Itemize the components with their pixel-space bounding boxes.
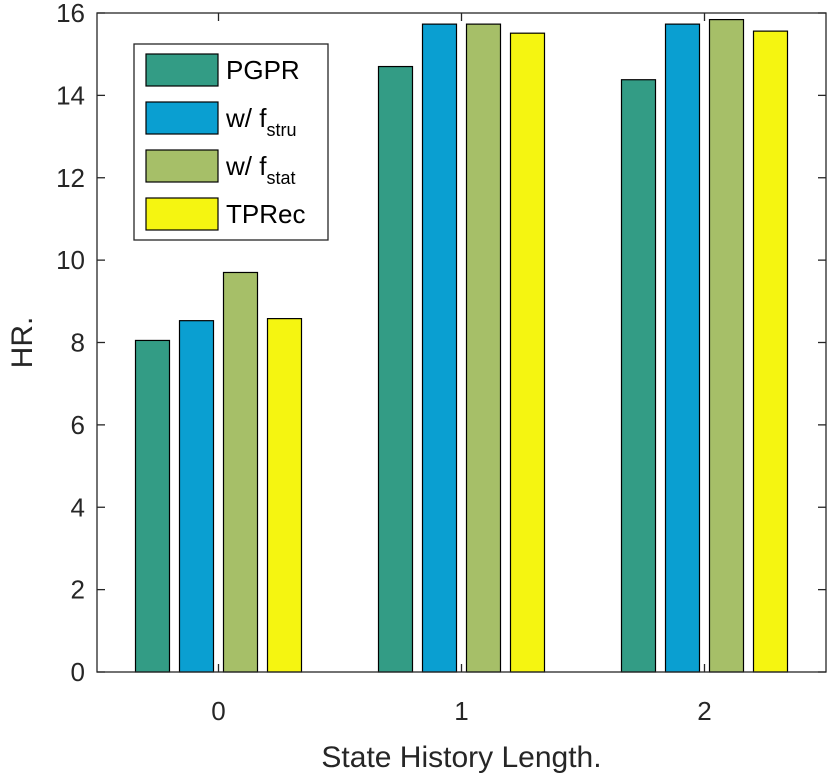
y-tick-label: 12 (56, 163, 85, 193)
bar-pgpr-cat-1 (377, 65, 414, 673)
y-tick-label: 16 (56, 0, 85, 28)
y-tick-label: 2 (71, 575, 85, 605)
legend-label-subscript: stru (266, 120, 296, 140)
bar-tprec-cat-1 (509, 32, 546, 673)
legend-swatch (145, 197, 219, 231)
y-tick-label: 6 (71, 410, 85, 440)
y-tick-label: 14 (56, 80, 85, 110)
bar-pgpr-cat-0 (134, 339, 171, 673)
bar-tprec-cat-2 (752, 30, 789, 673)
y-axis-title: HR. (6, 317, 39, 369)
x-tick-label: 1 (454, 696, 468, 726)
legend-swatch (145, 149, 219, 183)
y-tick-label: 8 (71, 328, 85, 358)
legend-swatch (145, 53, 219, 87)
bar-tprec-cat-0 (266, 318, 303, 673)
legend-label: PGPR (226, 55, 300, 85)
legend-label: TPRec (226, 199, 305, 229)
y-tick-label: 0 (71, 657, 85, 687)
bar-w-f-stat-cat-1 (465, 23, 502, 673)
x-axis-title: State History Length. (321, 741, 601, 774)
legend-swatch (145, 101, 219, 135)
bar-pgpr-cat-2 (620, 79, 657, 673)
y-tick-label: 4 (71, 492, 85, 522)
bars-layer (134, 18, 789, 673)
x-tick-label: 2 (697, 696, 711, 726)
bar-w-f-stru-cat-1 (421, 23, 458, 673)
bar-w-f-stru-cat-0 (178, 320, 215, 673)
bar-w-f-stru-cat-2 (664, 23, 701, 673)
y-tick-label: 10 (56, 245, 85, 275)
legend-label-subscript: stat (266, 168, 295, 188)
bar-w-f-stat-cat-2 (708, 18, 745, 673)
bar-w-f-stat-cat-0 (222, 271, 259, 673)
x-tick-label: 0 (211, 696, 225, 726)
